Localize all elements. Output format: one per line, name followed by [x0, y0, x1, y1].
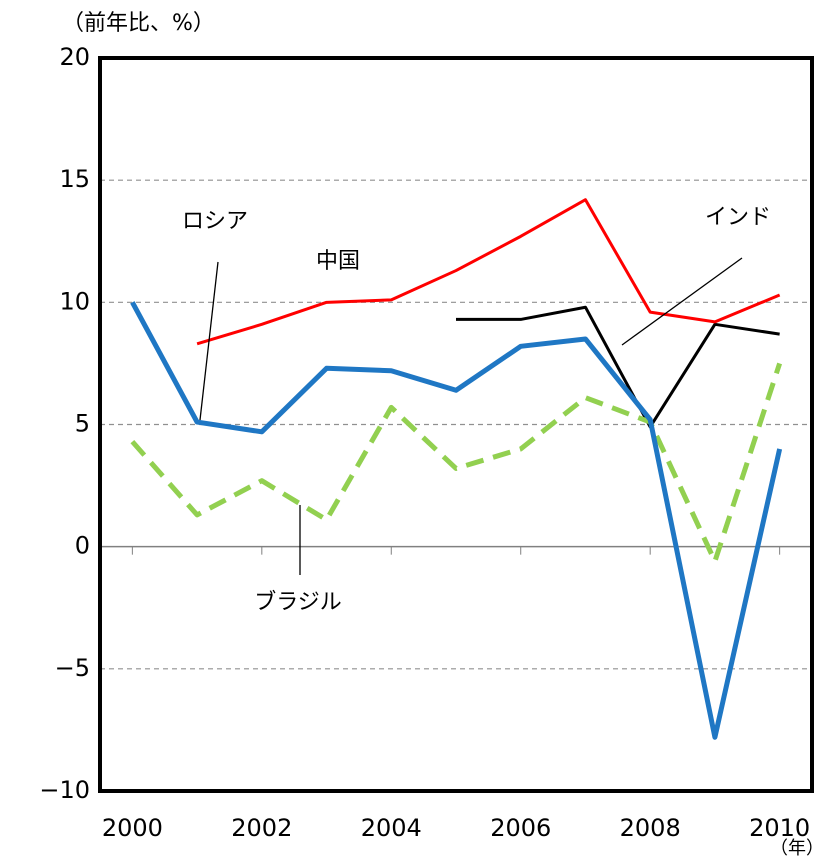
y-tick-label: 5 — [75, 410, 90, 438]
x-tick-label: 2010 — [749, 814, 810, 842]
series-label: 中国 — [316, 249, 360, 274]
y-tick-label: 10 — [59, 287, 90, 315]
x-unit: （年） — [770, 838, 824, 859]
y-tick-label: 20 — [59, 43, 90, 71]
x-tick-label: 2004 — [361, 814, 422, 842]
y-tick-label: 0 — [75, 532, 90, 560]
series-line — [196, 198, 781, 346]
series-line — [130, 362, 783, 564]
y-unit: （前年比、%） — [62, 11, 215, 36]
x-tick-label: 2008 — [620, 814, 681, 842]
y-tick-label: 15 — [59, 165, 90, 193]
leader-line — [621, 257, 743, 346]
series-line — [456, 305, 780, 429]
x-tick-label: 2000 — [102, 814, 163, 842]
x-tick-label: 2002 — [231, 814, 292, 842]
leader-line — [199, 261, 219, 421]
series-label: ブラジル — [254, 590, 342, 615]
series-line — [130, 301, 783, 740]
y-tick-label: −5 — [55, 654, 90, 682]
series-label: ロシア — [182, 209, 248, 234]
series-label: インド — [705, 205, 771, 230]
plot-frame — [98, 56, 814, 793]
y-tick-label: −10 — [39, 776, 90, 804]
x-tick-label: 2006 — [490, 814, 551, 842]
